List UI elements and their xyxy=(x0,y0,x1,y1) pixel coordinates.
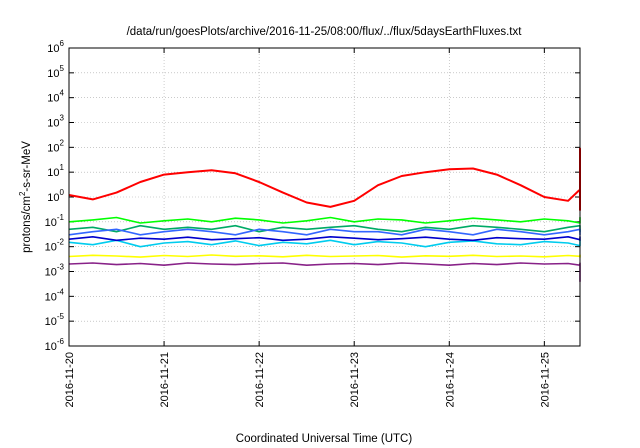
x-axis-label: Coordinated Universal Time (UTC) xyxy=(236,433,413,445)
y-tick-exponent: 4 xyxy=(60,89,65,98)
y-tick-base: 10 xyxy=(45,267,57,279)
y-tick-label: 106 xyxy=(47,39,64,55)
y-tick-label: 100 xyxy=(47,188,64,204)
y-tick-base: 10 xyxy=(47,142,59,154)
x-tick-label: 2016-11-24 xyxy=(444,352,456,407)
y-axis-label-rest: -s-sr-MeV xyxy=(21,141,33,192)
x-tick-labels: 2016-11-20 2016-11-21 2016-11-22 2016-11-23… xyxy=(64,352,551,407)
x-tick-label: 2016-11-20 xyxy=(64,352,76,407)
y-tick-labels: 10-610-510-410-310-210-11001011021031041… xyxy=(45,39,65,353)
y-tick-exponent: -3 xyxy=(57,263,65,272)
chart-title: /data/run/goesPlots/archive/2016-11-25/0… xyxy=(127,26,523,38)
y-tick-label: 10-6 xyxy=(45,337,65,353)
y-tick-exponent: 0 xyxy=(60,188,65,197)
y-tick-exponent: -5 xyxy=(57,312,65,321)
y-tick-label: 104 xyxy=(47,89,64,105)
y-tick-base: 10 xyxy=(45,341,57,353)
x-tick-label: 2016-11-25 xyxy=(539,352,551,407)
series-line xyxy=(68,216,581,224)
y-tick-exponent: 1 xyxy=(60,163,65,172)
x-tick-label: 2016-11-23 xyxy=(349,352,361,407)
series-line xyxy=(68,254,581,258)
plot-frame xyxy=(68,47,581,347)
series-line xyxy=(68,228,581,236)
y-tick-label: 102 xyxy=(47,138,64,154)
y-tick-exponent: -4 xyxy=(57,287,65,296)
y-tick-label: 10-5 xyxy=(45,312,65,328)
y-tick-label: 101 xyxy=(47,163,64,179)
y-tick-exponent: 5 xyxy=(60,64,65,73)
series-layer xyxy=(68,147,581,283)
y-tick-label: 105 xyxy=(47,64,64,80)
series-line xyxy=(68,239,581,248)
y-tick-label: 10-1 xyxy=(45,213,65,229)
x-tick-label: 2016-11-21 xyxy=(159,352,171,407)
y-tick-label: 103 xyxy=(47,114,64,130)
series-line xyxy=(68,236,581,242)
y-tick-base: 10 xyxy=(45,291,57,303)
y-tick-base: 10 xyxy=(45,316,57,328)
y-tick-exponent: -6 xyxy=(57,337,65,346)
y-tick-exponent: -2 xyxy=(57,238,65,247)
series-line xyxy=(68,262,581,283)
y-tick-exponent: -1 xyxy=(57,213,65,222)
y-tick-label: 10-4 xyxy=(45,287,65,303)
y-tick-base: 10 xyxy=(45,217,57,229)
y-tick-exponent: 3 xyxy=(60,114,65,123)
grid xyxy=(68,47,580,347)
x-tick-label: 2016-11-22 xyxy=(254,352,266,407)
y-axis-label: protons/cm2-s-sr-MeV xyxy=(18,141,33,253)
y-tick-base: 10 xyxy=(47,93,59,105)
y-axis-label-base: protons/cm xyxy=(21,196,33,253)
series-line xyxy=(68,147,581,211)
y-tick-base: 10 xyxy=(47,118,59,130)
y-tick-exponent: 6 xyxy=(60,39,65,48)
y-tick-base: 10 xyxy=(47,68,59,80)
y-tick-exponent: 2 xyxy=(60,138,65,147)
y-tick-label: 10-2 xyxy=(45,238,65,254)
y-axis-label-sup: 2 xyxy=(18,191,27,196)
y-tick-label: 10-3 xyxy=(45,263,65,279)
y-tick-base: 10 xyxy=(47,167,59,179)
y-tick-base: 10 xyxy=(45,242,57,254)
y-tick-base: 10 xyxy=(47,43,59,55)
y-tick-base: 10 xyxy=(47,192,59,204)
